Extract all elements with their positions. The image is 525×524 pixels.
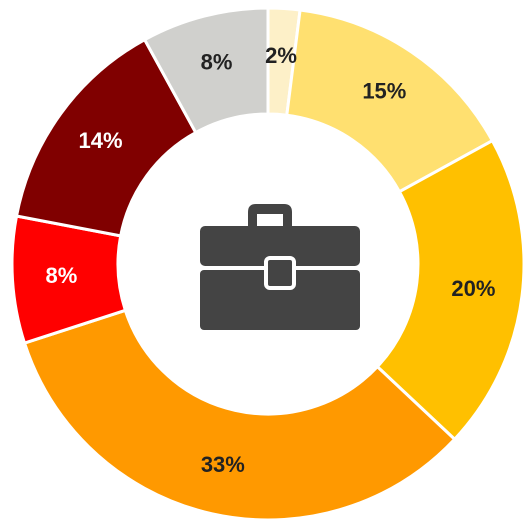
slice — [22, 308, 457, 522]
slice — [375, 138, 525, 442]
data-label: 8% — [201, 49, 233, 74]
data-label: 2% — [265, 43, 297, 68]
data-label: 14% — [79, 128, 123, 153]
slice — [142, 6, 270, 135]
slices — [10, 6, 525, 522]
data-label: 8% — [46, 263, 78, 288]
data-label: 20% — [451, 276, 495, 301]
data-label: 15% — [362, 79, 406, 104]
briefcase-icon — [200, 204, 360, 330]
slice — [285, 8, 495, 194]
data-label: 33% — [201, 452, 245, 477]
